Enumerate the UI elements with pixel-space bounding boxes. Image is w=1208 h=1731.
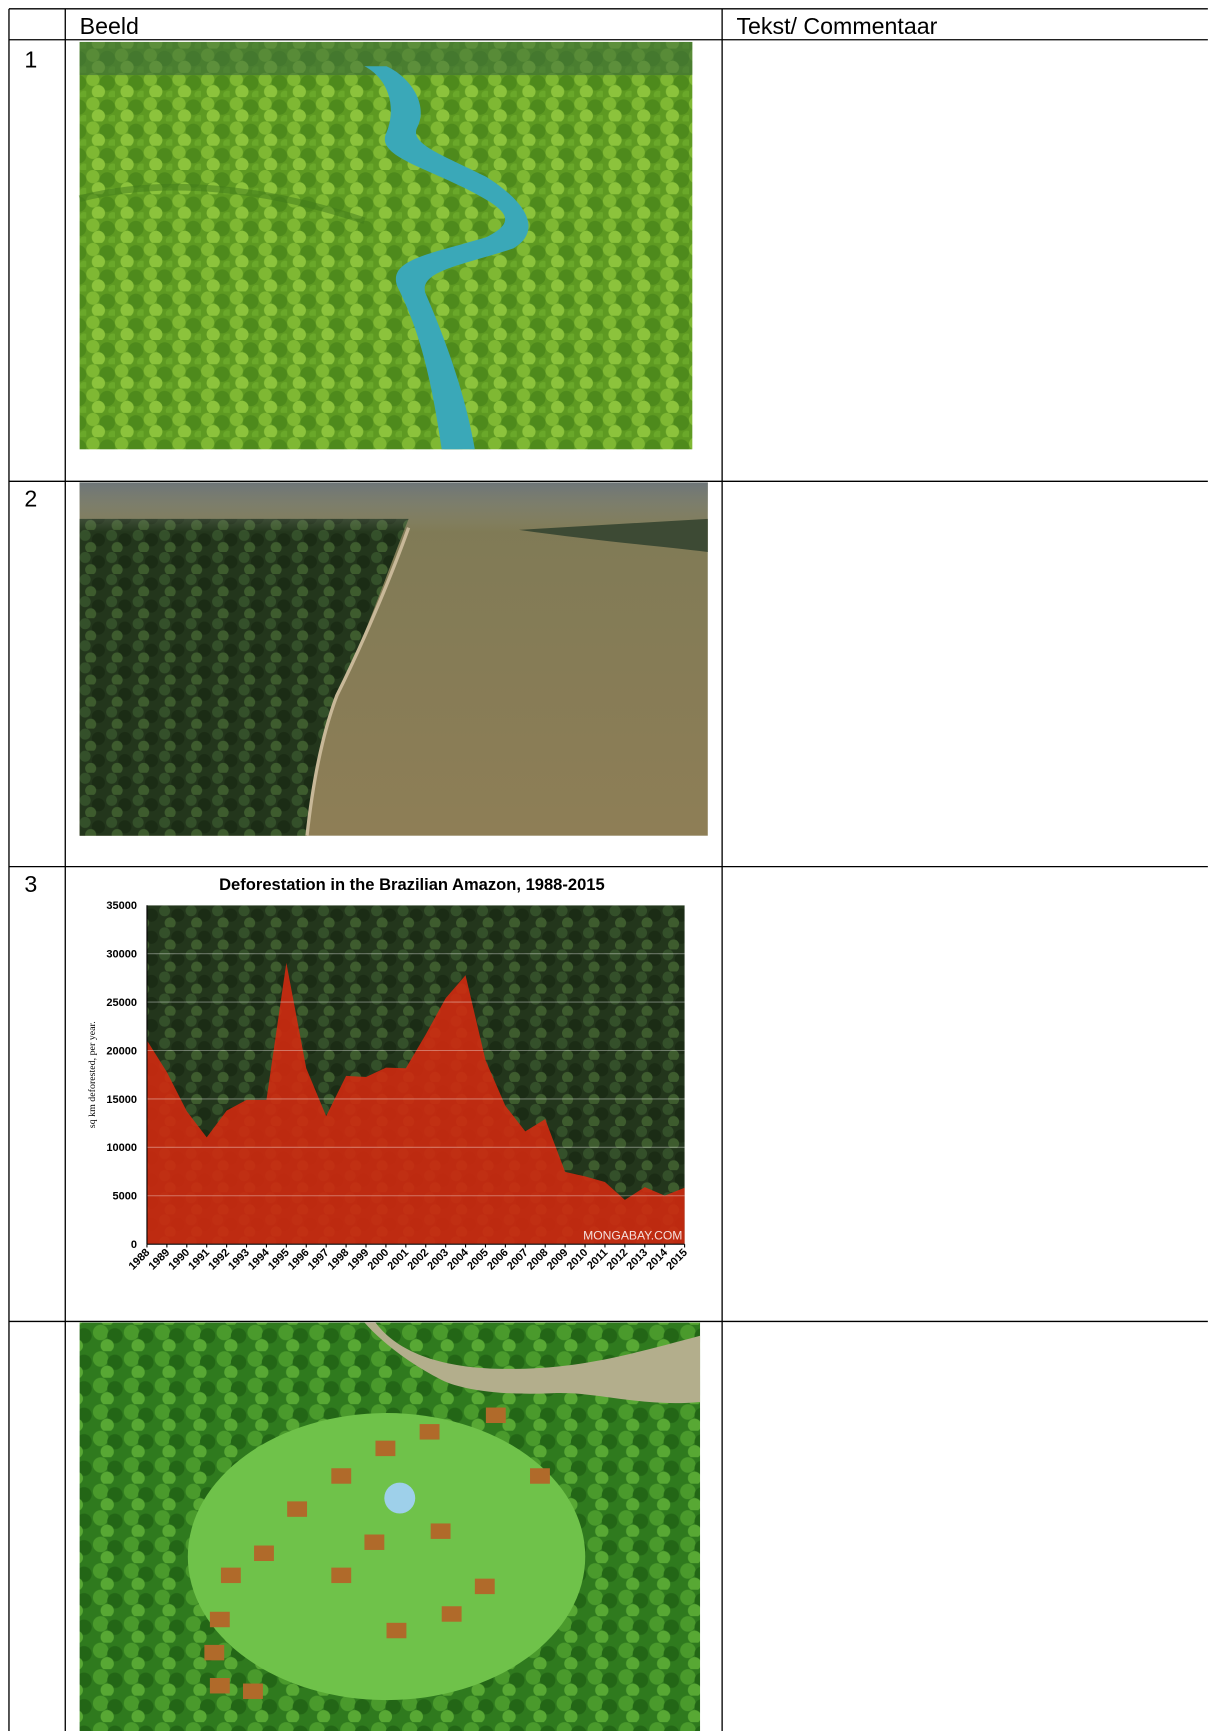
y-tick-label: 15000 xyxy=(106,1094,137,1106)
x-tick-label: 2007 xyxy=(505,1247,531,1273)
x-tick-label: 2006 xyxy=(485,1247,511,1273)
x-tick-label: 2003 xyxy=(425,1247,451,1273)
x-tick-label: 2013 xyxy=(624,1247,650,1273)
table-grid xyxy=(8,8,1208,1731)
x-tick-label: 1999 xyxy=(346,1247,372,1273)
x-tick-label: 1989 xyxy=(146,1247,172,1273)
x-tick-label: 1997 xyxy=(306,1247,332,1273)
x-tick-label: 2002 xyxy=(405,1247,431,1273)
y-tick-label: 5000 xyxy=(113,1191,138,1203)
x-tick-label: 2004 xyxy=(445,1246,471,1272)
x-tick-label: 1992 xyxy=(206,1247,232,1273)
row-number: 3 xyxy=(24,871,37,897)
y-tick-label: 10000 xyxy=(106,1142,137,1154)
y-tick-label: 25000 xyxy=(106,997,137,1009)
chart-title: Deforestation in the Brazilian Amazon, 1… xyxy=(219,875,605,894)
photo-river xyxy=(78,41,693,450)
y-axis-label: sq km deforested, per year. xyxy=(87,1021,98,1128)
x-tick-label: 2014 xyxy=(644,1246,670,1272)
chart-annotation: MONGABAY.COM xyxy=(583,1229,682,1243)
y-tick-label: 0 xyxy=(131,1239,137,1251)
x-tick-label: 1993 xyxy=(226,1247,252,1273)
x-tick-label: 1994 xyxy=(246,1246,272,1272)
x-tick-label: 2005 xyxy=(465,1247,491,1273)
area xyxy=(146,962,685,1245)
x-tick-label: 1990 xyxy=(166,1247,192,1273)
x-tick-label: 2001 xyxy=(385,1247,411,1273)
y-tick-label: 20000 xyxy=(106,1045,137,1057)
x-tick-label: 1998 xyxy=(326,1247,352,1273)
row-number: 1 xyxy=(24,46,37,72)
x-tick-label: 2012 xyxy=(604,1247,630,1273)
x-tick-label: 2011 xyxy=(585,1247,610,1272)
x-tick-label: 2009 xyxy=(545,1247,571,1273)
x-tick-label: 1991 xyxy=(186,1247,212,1273)
photo-lodge xyxy=(79,1322,701,1731)
x-tick-label: 1996 xyxy=(286,1247,312,1273)
y-tick-label: 30000 xyxy=(106,949,137,961)
y-tick-label: 35000 xyxy=(106,900,137,912)
x-tick-label: 2015 xyxy=(664,1247,690,1273)
x-tick-label: 1995 xyxy=(266,1247,292,1273)
row-number: 2 xyxy=(24,486,37,512)
column-header: Beeld xyxy=(80,13,139,39)
x-tick-label: 2000 xyxy=(366,1247,392,1273)
x-tick-label: 2008 xyxy=(525,1247,551,1273)
column-header: Tekst/ Commentaar xyxy=(736,13,937,39)
photo-deforestation xyxy=(79,482,708,836)
x-tick-label: 2010 xyxy=(565,1247,591,1273)
